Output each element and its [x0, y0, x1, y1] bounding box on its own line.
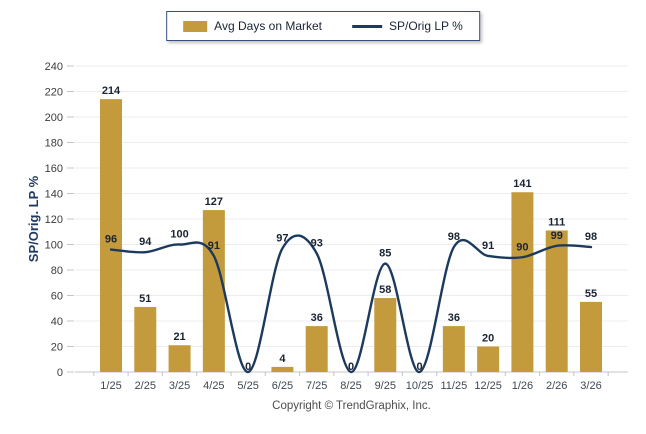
x-axis-label: 2/26: [546, 380, 567, 392]
y-tick-label: 60: [51, 291, 63, 303]
line-value-label: 100: [170, 229, 188, 241]
bar-avg-days: [100, 99, 122, 373]
x-axis-label: 6/25: [272, 380, 293, 392]
y-tick-label: 180: [45, 138, 63, 150]
line-value-label: 97: [276, 232, 288, 244]
bar-value-label: 4: [279, 353, 286, 365]
x-axis-label: 3/25: [169, 380, 190, 392]
bar-avg-days: [545, 230, 568, 372]
bar-avg-days: [374, 298, 397, 372]
x-axis-label: 2/25: [135, 380, 156, 392]
bar-value-label: 55: [585, 288, 597, 300]
bar-value-label: 111: [548, 216, 565, 228]
line-value-label: 93: [311, 237, 323, 249]
y-tick-label: 160: [45, 163, 63, 175]
x-axis-label: 1/26: [512, 380, 533, 392]
copyright-text: Copyright © TrendGraphix, Inc.: [272, 400, 431, 412]
bar-value-label: 36: [311, 312, 323, 324]
line-value-label: 91: [482, 240, 494, 252]
y-tick-label: 240: [45, 61, 63, 73]
y-tick-label: 80: [51, 265, 63, 277]
line-sp-orig-lp: [109, 234, 593, 374]
chart-legend: Avg Days on Market SP/Orig LP %: [166, 11, 480, 41]
line-value-label: 98: [448, 231, 460, 243]
legend-line-swatch: [352, 24, 383, 28]
bar-avg-days: [202, 210, 225, 372]
x-axis-label: 10/25: [406, 380, 434, 392]
bar-avg-days: [580, 301, 602, 372]
bar-avg-days: [305, 326, 328, 372]
y-axis-title: SP/Orig. LP %: [26, 175, 41, 262]
y-tick-label: 20: [51, 342, 63, 354]
bar-value-label: 36: [448, 312, 460, 324]
legend-bar-swatch: [183, 20, 208, 32]
line-value-label: 90: [516, 241, 528, 253]
y-tick-label: 120: [45, 214, 63, 226]
x-axis-label: 4/25: [203, 380, 224, 392]
bar-value-label: 58: [379, 284, 391, 296]
bar-value-label: 141: [513, 178, 531, 190]
bar-value-label: 214: [102, 85, 121, 97]
bar-avg-days: [271, 366, 294, 372]
bar-avg-days: [477, 346, 500, 372]
y-tick-label: 40: [51, 316, 63, 328]
bar-avg-days: [134, 306, 157, 372]
bar-avg-days: [442, 326, 465, 372]
line-value-label: 98: [585, 231, 597, 243]
x-axis-label: 9/25: [375, 380, 396, 392]
bar-value-label: 21: [173, 331, 185, 343]
line-value-label: 91: [208, 240, 220, 252]
y-tick-label: 0: [57, 367, 63, 379]
bar-value-label: 20: [482, 333, 494, 345]
y-tick-label: 140: [45, 189, 63, 201]
x-axis-label: 1/25: [100, 380, 121, 392]
y-tick-label: 200: [45, 112, 63, 124]
bar-avg-days: [168, 345, 191, 372]
x-axis-label: 3/26: [580, 380, 601, 392]
line-value-label: 0: [245, 361, 251, 373]
line-value-label: 0: [348, 361, 354, 373]
legend-item: SP/Orig LP %: [352, 19, 463, 33]
line-value-label: 99: [551, 230, 563, 242]
line-value-label: 96: [105, 234, 117, 246]
x-axis-label: 12/25: [474, 380, 502, 392]
x-axis-label: 5/25: [237, 380, 258, 392]
y-tick-label: 220: [45, 87, 63, 99]
bar-value-label: 127: [205, 196, 223, 208]
bar-value-label: 51: [139, 293, 151, 305]
legend-label: Avg Days on Market: [214, 19, 323, 33]
legend-item: Avg Days on Market: [183, 19, 322, 33]
y-tick-label: 100: [45, 240, 63, 252]
x-axis-label: 8/25: [340, 380, 361, 392]
line-value-label: 85: [379, 248, 391, 260]
line-value-label: 94: [139, 236, 152, 248]
bar-avg-days: [511, 192, 534, 372]
x-axis-label: 11/25: [440, 380, 467, 392]
line-value-label: 0: [417, 361, 423, 373]
legend-label: SP/Orig LP %: [389, 19, 463, 33]
x-axis-label: 7/25: [306, 380, 327, 392]
